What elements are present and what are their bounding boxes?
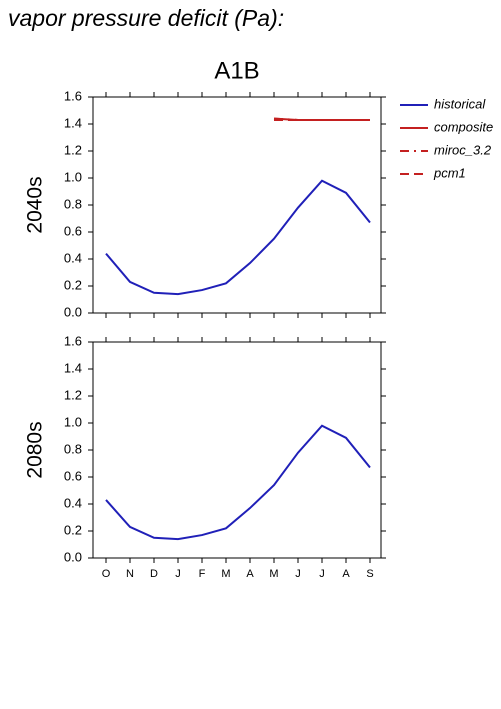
- series-line: [105, 424, 371, 541]
- y-tick-label: 0.0: [64, 304, 82, 319]
- y-tick-label: 0.2: [64, 277, 82, 292]
- series-line: [105, 179, 371, 296]
- y-tick-label: 1.0: [64, 414, 82, 429]
- x-tick-label: F: [199, 568, 206, 580]
- y-tick-label: 0.8: [64, 196, 82, 211]
- y-axis-label: 2080s: [24, 421, 47, 478]
- y-tick-label: 0.4: [64, 250, 82, 265]
- x-tick-label: O: [102, 568, 111, 580]
- x-tick-label: N: [126, 568, 134, 580]
- y-tick-label: 1.2: [64, 142, 82, 157]
- plot-frame: [92, 341, 382, 559]
- y-tick-label: 0.4: [64, 495, 82, 510]
- y-tick-label: 1.4: [64, 115, 82, 130]
- chart-title: A1B: [214, 57, 259, 84]
- x-tick-label: A: [342, 568, 350, 580]
- y-tick-label: 0.6: [64, 468, 82, 483]
- x-tick-label: M: [269, 568, 278, 580]
- legend-label: composite: [434, 119, 493, 134]
- x-tick-label: J: [175, 568, 181, 580]
- x-tick-label: J: [295, 568, 301, 580]
- y-tick-label: 0.6: [64, 223, 82, 238]
- y-tick-label: 1.4: [64, 360, 82, 375]
- x-tick-label: J: [319, 568, 325, 580]
- y-tick-label: 1.6: [64, 88, 82, 103]
- y-tick-label: 1.2: [64, 387, 82, 402]
- y-tick-label: 0.8: [64, 441, 82, 456]
- y-axis-label: 2040s: [24, 176, 47, 233]
- y-tick-label: 1.0: [64, 169, 82, 184]
- x-tick-label: M: [221, 568, 230, 580]
- y-tick-label: 1.6: [64, 333, 82, 348]
- plot-frame: [92, 96, 382, 314]
- y-tick-label: 0.2: [64, 522, 82, 537]
- legend-label: pcm1: [433, 165, 466, 180]
- legend-label: miroc_3.2: [434, 142, 492, 157]
- legend-label: historical: [434, 96, 486, 111]
- x-tick-label: A: [246, 568, 254, 580]
- y-tick-label: 0.0: [64, 549, 82, 564]
- x-tick-label: S: [366, 568, 373, 580]
- x-tick-label: D: [150, 568, 158, 580]
- page-title: vapor pressure deficit (Pa):: [8, 5, 284, 31]
